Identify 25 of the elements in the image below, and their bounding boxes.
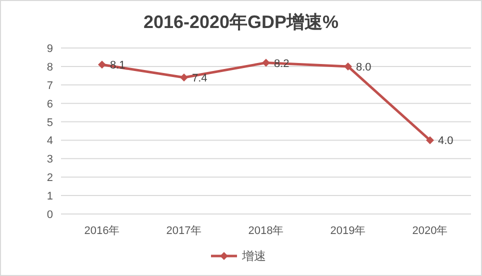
point	[262, 58, 270, 67]
y-tick-label: 1	[46, 190, 53, 203]
y-tick-label: 5	[46, 116, 53, 129]
chart-title: 2016-2020年GDP增速%	[143, 12, 339, 32]
point	[180, 74, 188, 82]
legend-label: 增速	[241, 249, 266, 263]
x-tick-label: 2020年	[412, 225, 448, 237]
x-tick-label: 2017年	[166, 225, 202, 237]
y-tick-label: 8	[46, 61, 53, 74]
data-label: 4.0	[438, 135, 454, 148]
point	[344, 62, 352, 70]
y-tick-label: 9	[46, 43, 53, 55]
y-tick-label: 0	[46, 209, 53, 221]
y-tick-label: 6	[46, 98, 53, 110]
y-tick-label: 3	[46, 154, 53, 166]
y-tick-label: 4	[46, 135, 53, 148]
point	[426, 136, 434, 144]
data-label: 8.0	[356, 61, 372, 74]
x-tick-label: 2019年	[330, 225, 366, 237]
x-tick-label: 2018年	[248, 225, 284, 237]
x-tick-label: 2016年	[84, 225, 120, 237]
point	[98, 60, 106, 69]
y-tick-label: 7	[46, 80, 53, 92]
y-tick-label: 2	[46, 172, 53, 184]
data-label: 7.4	[192, 72, 208, 85]
